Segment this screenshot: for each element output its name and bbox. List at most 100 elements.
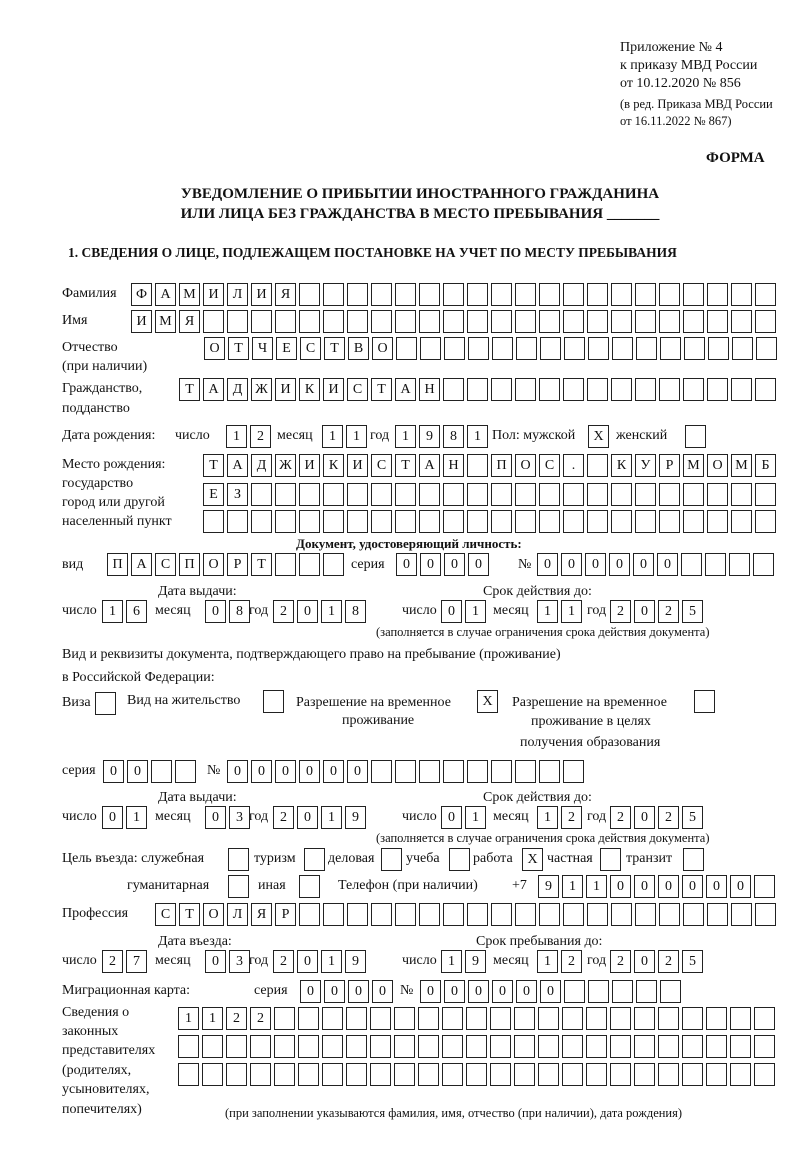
mc-number-cell[interactable]	[636, 980, 657, 1003]
right-issue-year-cell[interactable]: 2	[273, 806, 294, 829]
doc-issue-year-cell[interactable]: 0	[297, 600, 318, 623]
birthplace1-cell[interactable]: С	[371, 454, 392, 477]
residence-checkbox[interactable]	[263, 690, 284, 713]
right-issue-day-cell[interactable]: 0	[102, 806, 123, 829]
citizenship-cell[interactable]	[683, 378, 704, 401]
citizenship-cell[interactable]	[443, 378, 464, 401]
profession-cell[interactable]	[419, 903, 440, 926]
profession-cell[interactable]	[299, 903, 320, 926]
patronymic-cell[interactable]	[564, 337, 585, 360]
birthplace2-cell[interactable]	[611, 483, 632, 506]
phone-cell[interactable]: 0	[658, 875, 679, 898]
rep3-cell[interactable]	[370, 1063, 391, 1086]
rep1-cell[interactable]	[658, 1007, 679, 1030]
patronymic-cell[interactable]: В	[348, 337, 369, 360]
rep3-cell[interactable]	[658, 1063, 679, 1086]
birthplace3-cell[interactable]	[371, 510, 392, 533]
p-business-checkbox[interactable]	[381, 848, 402, 871]
rep3-cell[interactable]	[346, 1063, 367, 1086]
rep3-cell[interactable]	[490, 1063, 511, 1086]
birth-year-cell[interactable]: 1	[467, 425, 488, 448]
profession-cell[interactable]: О	[203, 903, 224, 926]
citizenship-cell[interactable]	[611, 378, 632, 401]
citizenship-cell[interactable]	[539, 378, 560, 401]
rep1-cell[interactable]	[514, 1007, 535, 1030]
rep1-cell[interactable]	[538, 1007, 559, 1030]
rep3-cell[interactable]	[466, 1063, 487, 1086]
right-number-cell[interactable]	[371, 760, 392, 783]
surname-cell[interactable]	[371, 283, 392, 306]
profession-cell[interactable]	[491, 903, 512, 926]
right-series-cell[interactable]	[151, 760, 172, 783]
doc-exp-year-cell[interactable]: 5	[682, 600, 703, 623]
name-cell[interactable]	[227, 310, 248, 333]
profession-cell[interactable]: С	[155, 903, 176, 926]
patronymic-cell[interactable]: О	[204, 337, 225, 360]
p-work-checkbox[interactable]: X	[522, 848, 543, 871]
birth-month-cell[interactable]: 1	[322, 425, 343, 448]
rep2-cell[interactable]	[634, 1035, 655, 1058]
profession-cell[interactable]	[731, 903, 752, 926]
rep1-cell[interactable]: 2	[226, 1007, 247, 1030]
rep1-cell[interactable]	[394, 1007, 415, 1030]
patronymic-cell[interactable]	[540, 337, 561, 360]
birthplace1-cell[interactable]: А	[227, 454, 248, 477]
rep1-cell[interactable]	[562, 1007, 583, 1030]
rep2-cell[interactable]	[538, 1035, 559, 1058]
doc-number-cell[interactable]	[705, 553, 726, 576]
trp-checkbox[interactable]: X	[477, 690, 498, 713]
profession-cell[interactable]: Р	[275, 903, 296, 926]
doc-issue-day-cell[interactable]: 6	[126, 600, 147, 623]
surname-cell[interactable]	[419, 283, 440, 306]
birthplace1-cell[interactable]: Ж	[275, 454, 296, 477]
surname-cell[interactable]	[467, 283, 488, 306]
stay-year-cell[interactable]: 5	[682, 950, 703, 973]
rep1-cell[interactable]	[298, 1007, 319, 1030]
citizenship-cell[interactable]	[659, 378, 680, 401]
right-series-cell[interactable]	[175, 760, 196, 783]
phone-cell[interactable]	[754, 875, 775, 898]
birthplace3-cell[interactable]	[563, 510, 584, 533]
citizenship-cell[interactable]	[587, 378, 608, 401]
rep1-cell[interactable]	[418, 1007, 439, 1030]
phone-cell[interactable]: 1	[562, 875, 583, 898]
citizenship-cell[interactable]	[467, 378, 488, 401]
birthplace2-cell[interactable]	[371, 483, 392, 506]
citizenship-cell[interactable]: Д	[227, 378, 248, 401]
surname-cell[interactable]	[539, 283, 560, 306]
surname-cell[interactable]: М	[179, 283, 200, 306]
birthplace3-cell[interactable]	[731, 510, 752, 533]
patronymic-cell[interactable]	[444, 337, 465, 360]
doc-number-cell[interactable]: 0	[585, 553, 606, 576]
surname-cell[interactable]	[395, 283, 416, 306]
doc-kind-cell[interactable]	[299, 553, 320, 576]
entry-year-cell[interactable]: 1	[321, 950, 342, 973]
birthplace3-cell[interactable]	[635, 510, 656, 533]
p-humanitarian-checkbox[interactable]	[228, 875, 249, 898]
patronymic-cell[interactable]	[732, 337, 753, 360]
surname-cell[interactable]	[491, 283, 512, 306]
right-series-cell[interactable]: 0	[103, 760, 124, 783]
rep1-cell[interactable]	[730, 1007, 751, 1030]
birthplace3-cell[interactable]	[707, 510, 728, 533]
profession-cell[interactable]	[443, 903, 464, 926]
rep3-cell[interactable]	[418, 1063, 439, 1086]
stay-year-cell[interactable]: 2	[610, 950, 631, 973]
citizenship-cell[interactable]	[515, 378, 536, 401]
rep1-cell[interactable]	[634, 1007, 655, 1030]
rep3-cell[interactable]	[394, 1063, 415, 1086]
birthplace3-cell[interactable]	[443, 510, 464, 533]
citizenship-cell[interactable]: Н	[419, 378, 440, 401]
rep1-cell[interactable]	[682, 1007, 703, 1030]
rep3-cell[interactable]	[538, 1063, 559, 1086]
doc-issue-month-cell[interactable]: 0	[205, 600, 226, 623]
name-cell[interactable]	[491, 310, 512, 333]
rep2-cell[interactable]	[514, 1035, 535, 1058]
rep2-cell[interactable]	[442, 1035, 463, 1058]
right-number-cell[interactable]: 0	[251, 760, 272, 783]
right-issue-year-cell[interactable]: 1	[321, 806, 342, 829]
doc-number-cell[interactable]	[681, 553, 702, 576]
birthplace2-cell[interactable]	[419, 483, 440, 506]
rep2-cell[interactable]	[346, 1035, 367, 1058]
mc-series-cell[interactable]: 0	[324, 980, 345, 1003]
